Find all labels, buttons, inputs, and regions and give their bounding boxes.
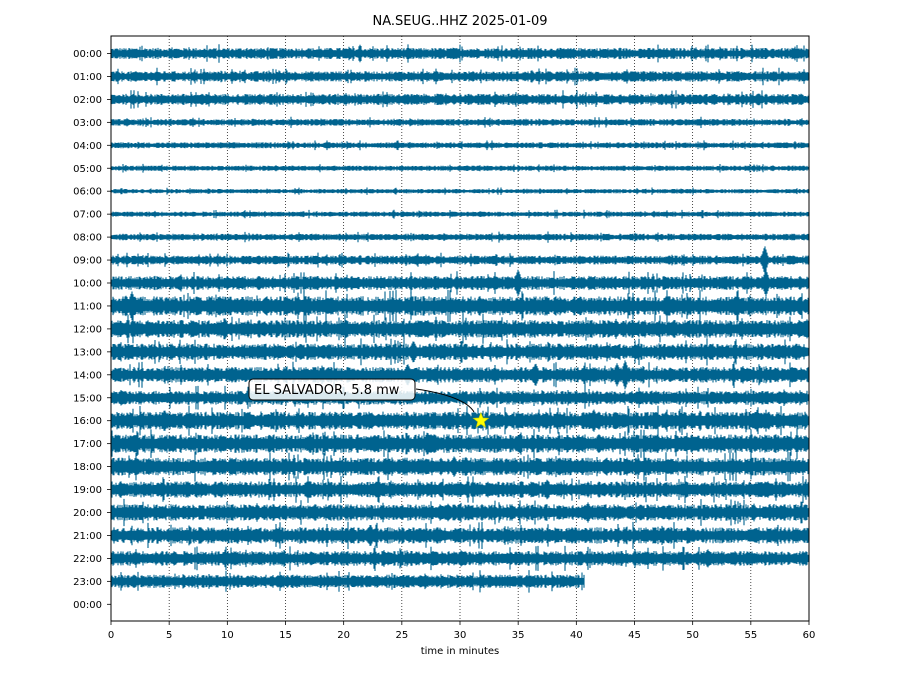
y-tick-label: 19:00 [73,485,102,496]
y-tick-label: 00:00 [73,600,102,611]
y-tick-label: 23:00 [73,577,102,588]
x-tick-label: 35 [512,630,525,641]
x-tick-label: 20 [337,630,350,641]
x-ticks: 0 5 10 15 20 25 30 35 40 45 50 55 60 [108,621,816,641]
x-tick-label: 10 [221,630,234,641]
chart-title: NA.SEUG..HHZ 2025-01-09 [373,14,548,29]
y-tick-label: 22:00 [73,554,102,565]
y-tick-label: 21:00 [73,531,102,542]
x-tick-label: 45 [628,630,641,641]
y-tick-label: 20:00 [73,508,102,519]
event-annotation: EL SALVADOR, 5.8 mw [248,378,490,428]
annotation-box [248,378,416,401]
x-tick-label: 0 [108,630,114,641]
trace-row-16 [110,405,810,436]
trace-row-7 [110,209,810,219]
x-axis-label: time in minutes [421,646,500,657]
y-tick-label: 18:00 [73,462,102,473]
event-star-marker [472,411,490,428]
x-tick-label: 30 [454,630,467,641]
trace-row-1 [110,67,810,86]
y-tick-label: 02:00 [73,95,102,106]
x-tick-label: 25 [395,630,408,641]
y-tick-label: 15:00 [73,393,102,404]
y-tick-label: 04:00 [73,141,102,152]
y-tick-label: 03:00 [73,118,102,129]
trace-row-0 [110,44,810,63]
y-tick-label: 01:00 [73,72,102,83]
y-tick-label: 07:00 [73,210,102,221]
trace-row-15 [110,385,810,410]
y-tick-label: 12:00 [73,324,102,335]
y-tick-label: 13:00 [73,347,102,358]
x-tick-label: 15 [279,630,292,641]
trace-row-6 [110,187,810,195]
y-tick-label: 11:00 [73,301,102,312]
trace-row-23 [110,570,585,593]
trace-row-8 [110,231,810,243]
y-tick-label: 06:00 [73,187,102,198]
y-tick-labels: 00:00 01:00 02:00 03:00 04:00 05:00 06:00 07:00… [73,49,111,611]
x-tick-label: 55 [744,630,757,641]
trace-row-9 [110,246,810,274]
x-tick-label: 5 [166,630,172,641]
y-tick-label: 00:00 [73,49,102,60]
y-tick-label: 05:00 [73,164,102,175]
y-tick-label: 09:00 [73,256,102,267]
y-tick-label: 14:00 [73,370,102,381]
y-tick-label: 16:00 [73,416,102,427]
annotation-arrow [415,388,475,413]
x-tick-label: 40 [570,630,583,641]
y-tick-label: 17:00 [73,439,102,450]
x-tick-label: 60 [803,630,816,641]
y-tick-label: 10:00 [73,279,102,290]
x-tick-label: 50 [686,630,699,641]
plot-frame [110,35,810,622]
y-tick-label: 08:00 [73,233,102,244]
event-label: EL SALVADOR, 5.8 mw [254,383,400,398]
